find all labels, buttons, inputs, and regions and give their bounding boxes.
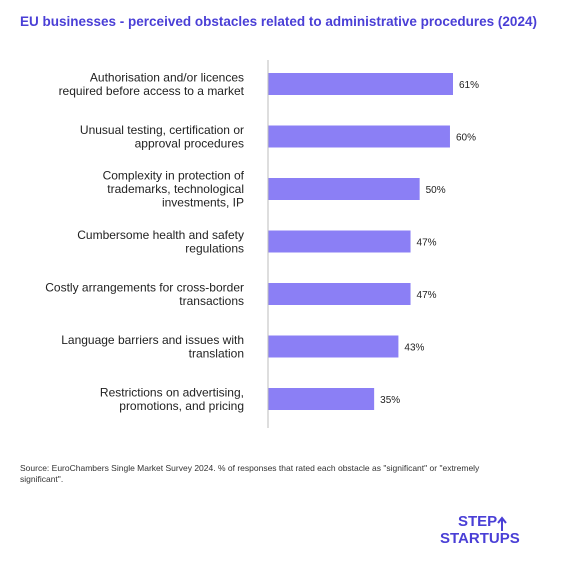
category-label-5: Costly arrangements for cross-border tran… bbox=[45, 280, 244, 308]
logo-line-startups: STARTUPS bbox=[440, 530, 520, 547]
bar-3 bbox=[268, 178, 420, 200]
value-label-1: 61% bbox=[459, 80, 479, 91]
value-label-3: 50% bbox=[426, 185, 446, 196]
bar-2 bbox=[268, 125, 450, 148]
category-label-4: Cumbersome health and safety regulations bbox=[77, 228, 244, 256]
value-label-2: 60% bbox=[456, 133, 476, 144]
value-label-6: 43% bbox=[404, 343, 424, 354]
bar-7 bbox=[268, 388, 375, 410]
chart-title: EU businesses - perceived obstacles rela… bbox=[20, 14, 537, 29]
bar-6 bbox=[268, 335, 399, 358]
category-label-6: Language barriers and issues with transla… bbox=[61, 333, 244, 361]
category-label-3: Complexity in protection of trademarks, t… bbox=[103, 169, 245, 210]
logo-line-step: STEP bbox=[458, 513, 497, 530]
step-startups-logo: STEP STARTUPS bbox=[440, 513, 520, 547]
value-label-4: 47% bbox=[417, 238, 437, 249]
category-label-1: Authorisation and/or licences required be… bbox=[59, 70, 245, 98]
bar-chart: 61% Authorisation and/or licences required… bbox=[45, 60, 479, 428]
value-label-7: 35% bbox=[380, 395, 400, 406]
logo-arrow-icon bbox=[497, 516, 507, 531]
bar-5 bbox=[268, 283, 411, 305]
bar-1 bbox=[268, 73, 453, 95]
value-label-5: 47% bbox=[417, 290, 437, 301]
category-label-7: Restrictions on advertising, promotions, … bbox=[100, 385, 244, 413]
source-footnote: Source: EuroChambers Single Market Surve… bbox=[20, 463, 480, 484]
bar-4 bbox=[268, 230, 411, 253]
category-label-2: Unusual testing, certification or approva… bbox=[80, 123, 244, 151]
